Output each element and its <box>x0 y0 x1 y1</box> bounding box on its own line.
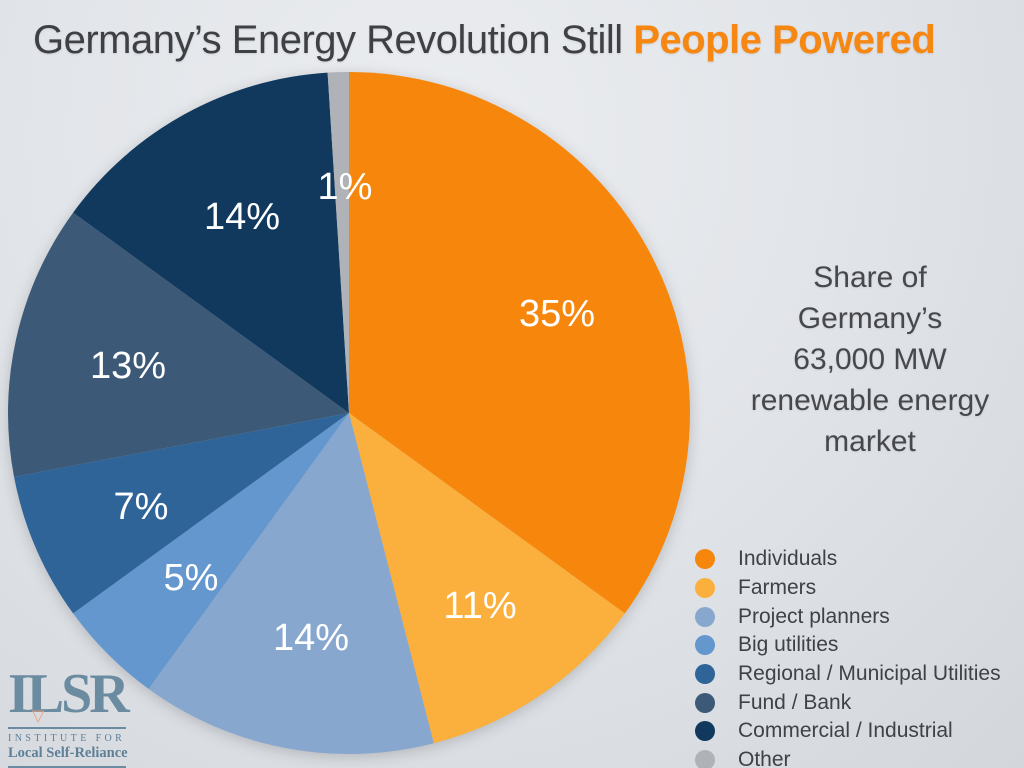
legend-dot-individuals <box>695 549 715 570</box>
pie-slice-farmers <box>349 413 625 744</box>
pie-slice-project-planners <box>148 413 434 754</box>
legend-item-fund-bank: Fund / Bank <box>680 688 1024 717</box>
legend-label: Fund / Bank <box>738 690 852 714</box>
title-main: Germany’s Energy Revolution Still <box>33 18 634 62</box>
pie-label-big-utilities: 5% <box>164 557 219 599</box>
annotation-line: Germany’s <box>797 302 943 335</box>
legend-dot-fund-bank <box>695 692 715 713</box>
pie-label-individuals: 35% <box>519 293 595 335</box>
legend-label: Individuals <box>738 547 838 571</box>
legend-item-project-planners: Project planners <box>680 602 1024 631</box>
legend-label: Commercial / Industrial <box>738 719 953 743</box>
legend-item-regional-municipal-utilities: Regional / Municipal Utilities <box>680 660 1024 689</box>
pie-slice-fund-bank <box>8 212 350 477</box>
legend-dot-other <box>695 750 715 768</box>
title-highlight: People Powered <box>633 18 936 62</box>
legend-dot-big-utilities <box>695 635 715 656</box>
chart-annotation: Share of Germany’s 63,000 MW renewable e… <box>712 257 1024 462</box>
legend-item-other: Other <box>680 746 1024 768</box>
legend-label: Project planners <box>738 604 890 628</box>
legend-item-farmers: Farmers <box>680 574 1024 603</box>
pie-label-other: 1% <box>318 166 373 208</box>
logo-acronym: ILSR <box>8 663 130 725</box>
pie-label-farmers: 11% <box>443 585 516 627</box>
annotation-line: market <box>824 425 916 458</box>
triangle-icon: ▽ <box>32 706 45 725</box>
legend-dot-farmers <box>695 578 715 599</box>
legend-label: Big utilities <box>738 633 839 657</box>
pie-slice-other <box>327 72 349 413</box>
logo-name-text: Local Self-Reliance <box>8 745 128 761</box>
logo-divider-bottom <box>8 766 126 768</box>
legend-item-commercial-industrial: Commercial / Industrial <box>680 717 1024 746</box>
legend: Individuals Farmers Project planners Big ut… <box>680 545 1024 768</box>
pie-slice-individuals <box>349 72 690 614</box>
legend-dot-commercial-industrial <box>695 721 715 742</box>
legend-label: Other <box>738 748 791 768</box>
legend-item-individuals: Individuals <box>680 545 1024 574</box>
annotation-line: renewable energy <box>750 384 990 417</box>
pie-slice-commercial-industrial <box>73 72 349 414</box>
ilsr-logo: ILSR ▽ INSTITUTE FOR Local Self-Reliance <box>8 666 132 768</box>
pie-slice-big-utilities <box>73 413 349 689</box>
logo-divider <box>8 727 126 729</box>
pie-label-commercial-industrial: 14% <box>204 196 280 238</box>
logo-institute-text: INSTITUTE FOR <box>8 733 126 744</box>
legend-label: Regional / Municipal Utilities <box>738 662 1001 686</box>
legend-item-big-utilities: Big utilities <box>680 631 1024 660</box>
pie-label-project-planners: 14% <box>273 617 349 659</box>
legend-label: Farmers <box>738 576 817 600</box>
annotation-line: 63,000 MW <box>793 343 947 376</box>
pie-label-regional-municipal-utilities: 7% <box>114 486 169 528</box>
legend-dot-project-planners <box>695 606 715 627</box>
pie-label-fund-bank: 13% <box>90 345 166 387</box>
legend-dot-regional-municipal-utilities <box>695 664 715 685</box>
page-title: Germany’s Energy Revolution Still People… <box>33 16 936 64</box>
pie-slice-regional-municipal-utilities <box>14 413 349 614</box>
annotation-line: Share of <box>813 261 927 294</box>
